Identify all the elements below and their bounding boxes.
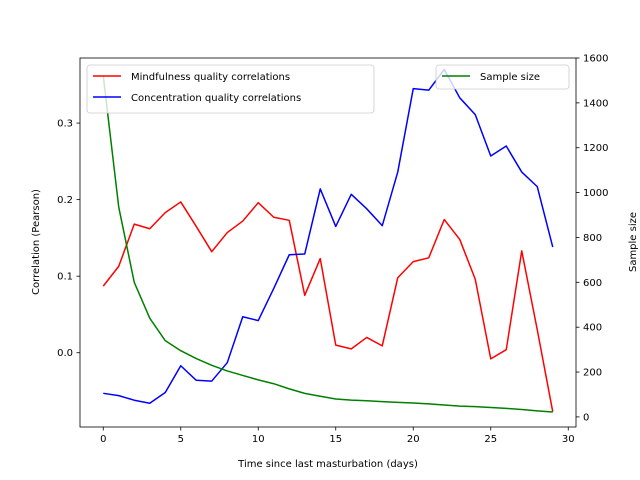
y-right-tick-label: 800	[583, 233, 602, 244]
series-line-sample-size	[102, 75, 553, 413]
legend-right-box	[435, 64, 570, 90]
y-right-tick-label: 1600	[583, 54, 608, 65]
x-tick-label: 5	[178, 434, 184, 445]
legend-mindfulness-label: Mindfulness quality correlations	[131, 72, 290, 83]
y-right-tick-label: 1000	[583, 188, 608, 199]
y-left-axis-label: Correlation (Pearson)	[31, 189, 42, 295]
legend-left: Mindfulness quality correlations Concent…	[86, 64, 375, 114]
y-left-tick-label: 0.0	[57, 348, 73, 359]
x-tick-label: 0	[100, 434, 106, 445]
y-right-tick-label: 1400	[583, 98, 608, 109]
y-left-tick-label: 0.2	[57, 195, 73, 206]
plot-frame	[79, 57, 577, 428]
x-axis-ticks: 0 5 10 15 20 25 30	[100, 427, 575, 445]
x-tick-label: 25	[484, 434, 497, 445]
x-tick-label: 15	[329, 434, 342, 445]
series-line-mindfulness-quality-correlations	[102, 201, 554, 412]
series-layer	[102, 68, 554, 413]
legend-left-box	[86, 64, 375, 114]
y-left-axis-ticks: 0.0 0.1 0.2 0.3	[57, 119, 80, 359]
y-right-tick-label: 0	[583, 412, 589, 423]
y-left-tick-label: 0.1	[57, 272, 73, 283]
y-right-axis-label: Sample size	[628, 212, 639, 272]
y-right-tick-label: 200	[583, 368, 602, 379]
legend-concentration-label: Concentration quality correlations	[131, 93, 301, 104]
legend-right: Sample size	[435, 64, 570, 90]
legend-sample-size-label: Sample size	[480, 72, 540, 83]
x-tick-label: 10	[252, 434, 265, 445]
x-axis-label: Time since last masturbation (days)	[237, 459, 418, 470]
y-right-axis-ticks: 0 200 400 600 800 1000 1200 1400 1600	[576, 54, 608, 423]
x-tick-label: 20	[407, 434, 420, 445]
y-right-tick-label: 400	[583, 323, 602, 334]
y-left-tick-label: 0.3	[57, 119, 73, 130]
x-tick-label: 30	[562, 434, 575, 445]
y-right-tick-label: 1200	[583, 143, 608, 154]
y-right-tick-label: 600	[583, 278, 602, 289]
series-line-concentration-quality-correlations	[103, 68, 554, 405]
